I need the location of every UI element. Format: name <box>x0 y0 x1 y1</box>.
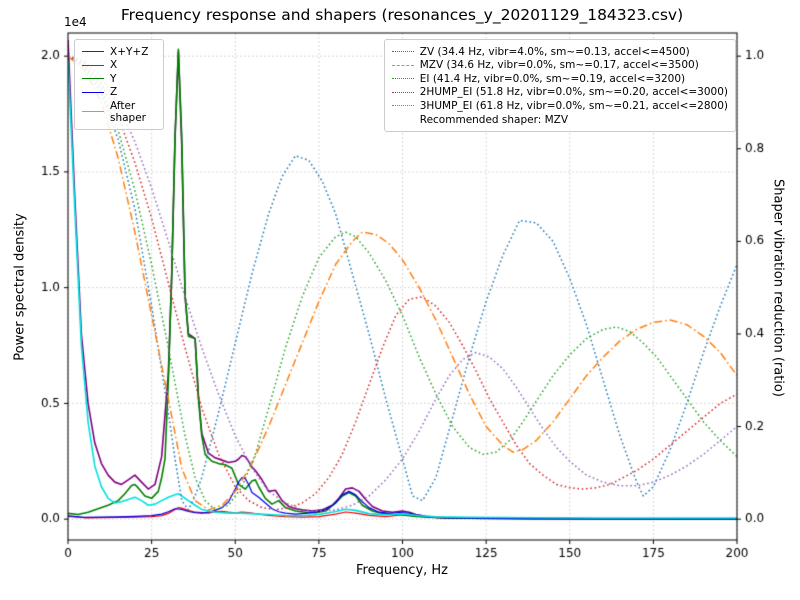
legend-line-sample <box>391 51 414 53</box>
recommended-shaper-note: Recommended shaper: MZV <box>419 113 569 126</box>
legend-item: After shaper <box>82 100 156 124</box>
legend-item: X+Y+Z <box>82 46 156 58</box>
psd-legend: X+Y+Z X Y Z After shaper <box>74 39 164 131</box>
legend-item: 2HUMP_EI (51.8 Hz, vibr=0.0%, sm~=0.20, … <box>391 86 728 99</box>
legend-label: X+Y+Z <box>110 45 149 58</box>
shaper-legend: ZV (34.4 Hz, vibr=4.0%, sm~=0.13, accel<… <box>383 39 736 132</box>
legend-line-sample <box>82 111 104 113</box>
legend-line-sample <box>391 64 414 66</box>
legend-label: X <box>110 59 118 72</box>
legend-item: EI (41.4 Hz, vibr=0.0%, sm~=0.19, accel<… <box>391 72 728 85</box>
x-axis-label: Frequency, Hz <box>355 563 449 578</box>
legend-label: After shaper <box>110 99 147 124</box>
legend-line-sample <box>82 51 104 53</box>
legend-label: 3HUMP_EI (61.8 Hz, vibr=0.0%, sm~=0.21, … <box>419 99 728 112</box>
legend-line-sample <box>82 91 104 93</box>
legend-label: Z <box>110 86 118 99</box>
legend-item: Y <box>82 73 156 85</box>
y-axis-label-left: Power spectral density <box>12 213 28 361</box>
legend-line-sample <box>391 91 414 93</box>
legend-label: Y <box>110 72 117 85</box>
legend-item: ZV (34.4 Hz, vibr=4.0%, sm~=0.13, accel<… <box>391 45 728 58</box>
legend-label: MZV (34.6 Hz, vibr=0.0%, sm~=0.17, accel… <box>419 59 699 72</box>
legend-label: ZV (34.4 Hz, vibr=4.0%, sm~=0.13, accel<… <box>419 45 690 58</box>
chart-title: Frequency response and shapers (resonanc… <box>120 6 684 24</box>
legend-line-sample <box>82 78 104 80</box>
legend-line-sample <box>391 78 414 80</box>
y-axis-label-right: Shaper vibration reduction (ratio) <box>770 179 786 397</box>
legend-item: 3HUMP_EI (61.8 Hz, vibr=0.0%, sm~=0.21, … <box>391 99 728 112</box>
legend-line-sample <box>391 105 414 107</box>
legend-item: X <box>82 59 156 71</box>
y-axis-offset-label: 1e4 <box>64 15 87 29</box>
legend-label: EI (41.4 Hz, vibr=0.0%, sm~=0.19, accel<… <box>419 72 686 85</box>
legend-line-sample <box>82 64 104 66</box>
legend-label: 2HUMP_EI (51.8 Hz, vibr=0.0%, sm~=0.20, … <box>419 86 728 99</box>
legend-item: MZV (34.6 Hz, vibr=0.0%, sm~=0.17, accel… <box>391 59 728 72</box>
legend-item: Z <box>82 86 156 98</box>
